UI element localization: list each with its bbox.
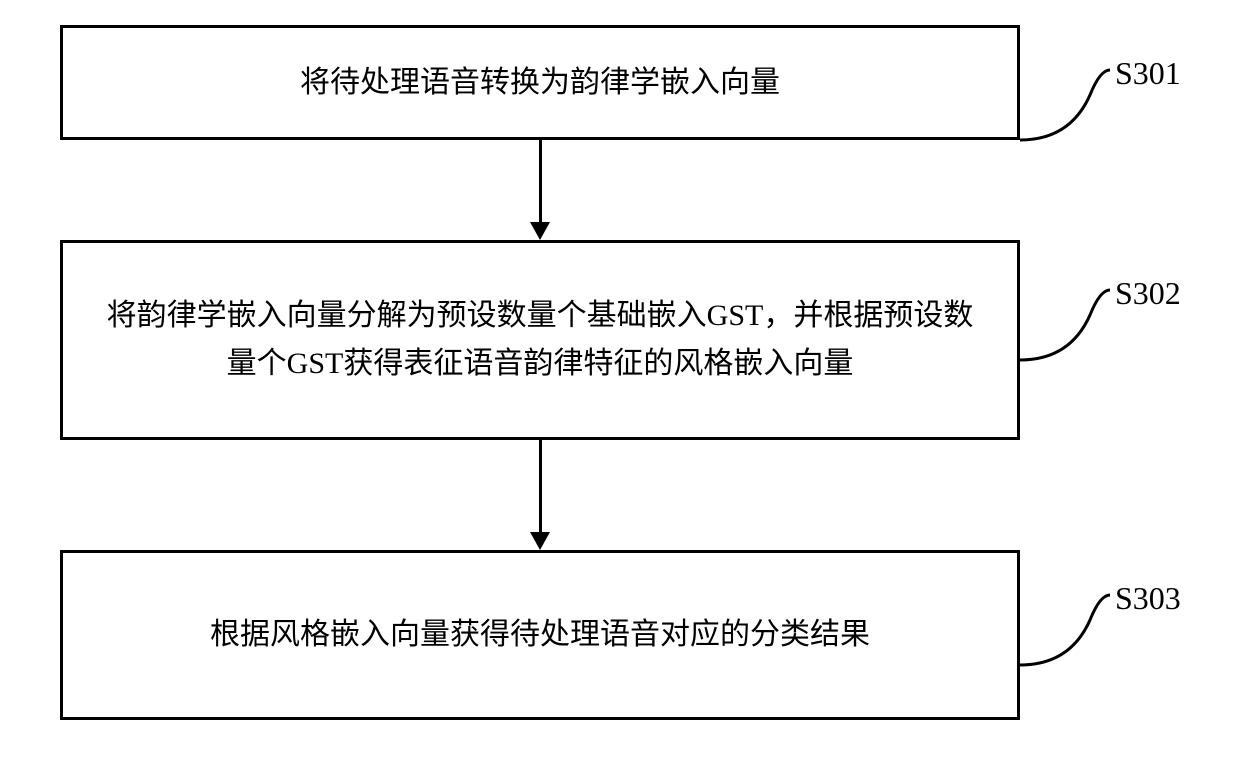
- node-text: 将韵律学嵌入向量分解为预设数量个基础嵌入GST，并根据预设数量个GST获得表征语…: [93, 292, 987, 388]
- flowchart-container: 将待处理语音转换为韵律学嵌入向量 S301 将韵律学嵌入向量分解为预设数量个基础…: [0, 0, 1240, 780]
- arrow-line-1: [539, 140, 542, 222]
- node-text: 根据风格嵌入向量获得待处理语音对应的分类结果: [210, 611, 870, 659]
- flowchart-node-s303: 根据风格嵌入向量获得待处理语音对应的分类结果: [60, 550, 1020, 720]
- connector-curve-s301: [1020, 55, 1115, 145]
- arrow-head-1: [530, 222, 550, 240]
- connector-curve-s302: [1020, 275, 1115, 365]
- step-label-s301: S301: [1115, 55, 1181, 92]
- arrow-line-2: [539, 440, 542, 532]
- step-label-s302: S302: [1115, 275, 1181, 312]
- step-label-s303: S303: [1115, 580, 1181, 617]
- arrow-head-2: [530, 532, 550, 550]
- flowchart-node-s301: 将待处理语音转换为韵律学嵌入向量: [60, 25, 1020, 140]
- connector-curve-s303: [1020, 580, 1115, 670]
- node-text: 将待处理语音转换为韵律学嵌入向量: [300, 59, 780, 107]
- flowchart-node-s302: 将韵律学嵌入向量分解为预设数量个基础嵌入GST，并根据预设数量个GST获得表征语…: [60, 240, 1020, 440]
